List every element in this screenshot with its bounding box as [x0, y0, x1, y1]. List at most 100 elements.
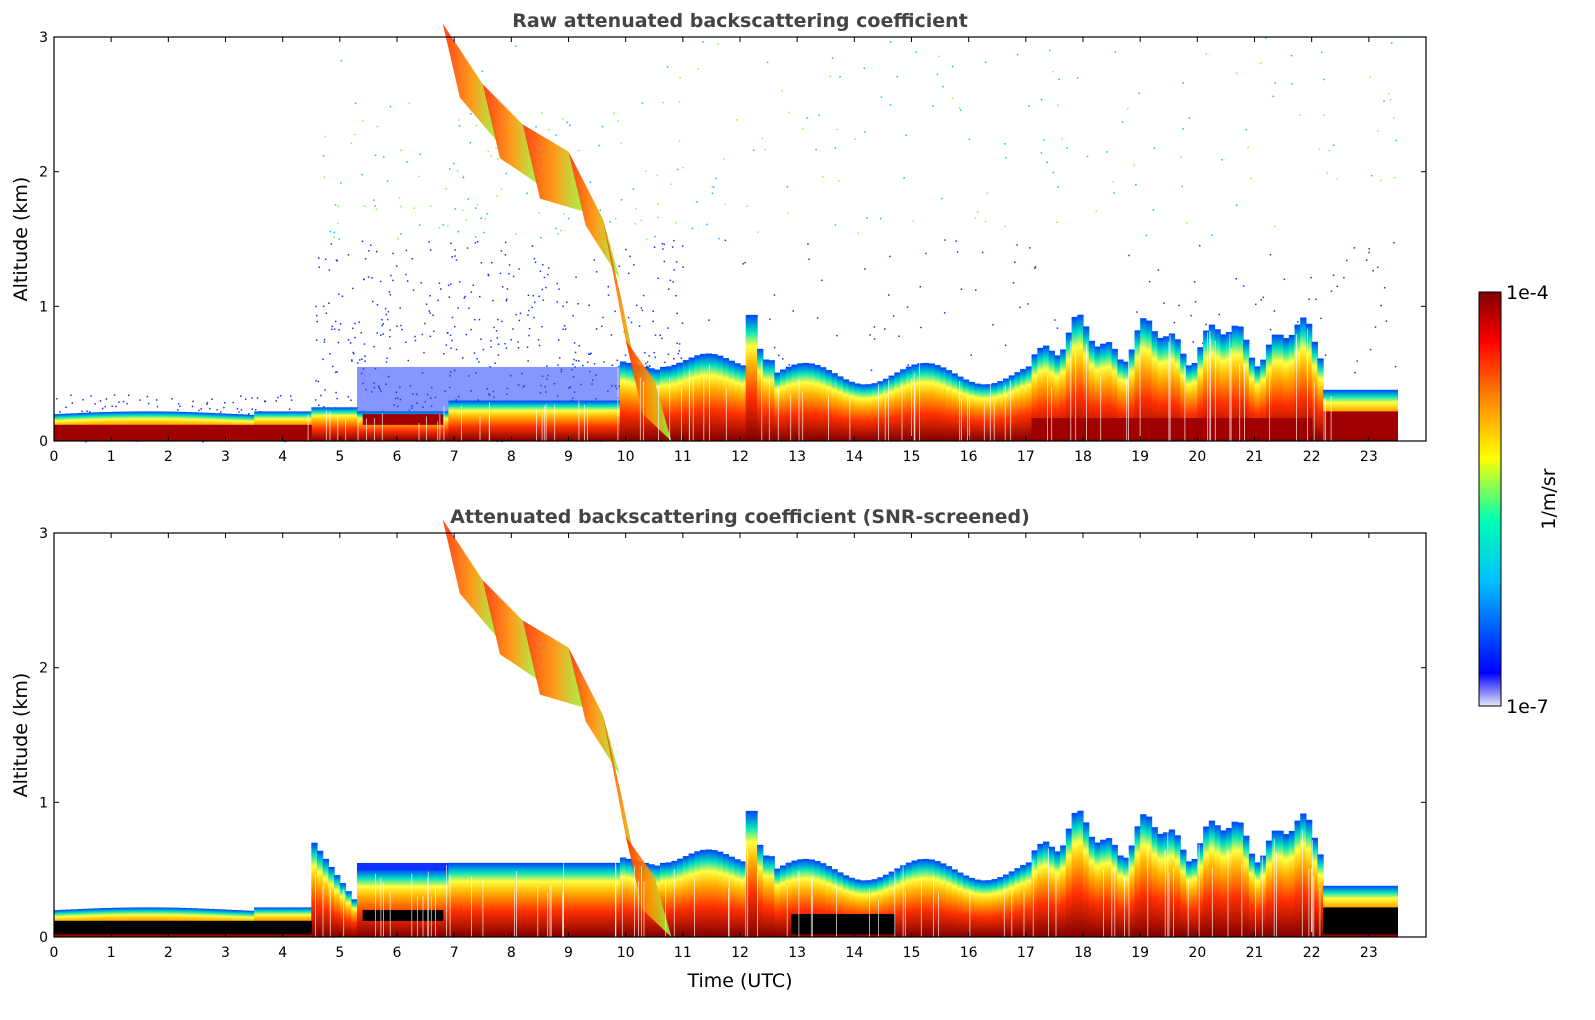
- bl-column: [1020, 369, 1027, 441]
- data-gaps: [307, 328, 1332, 441]
- core-column: [1145, 418, 1153, 439]
- core-column: [116, 920, 124, 935]
- bl-column: [917, 363, 924, 441]
- bl-column: [694, 851, 701, 937]
- bl-column: [1231, 325, 1238, 441]
- noise-point: [831, 57, 834, 59]
- noise-point: [1343, 276, 1345, 279]
- core-column: [1391, 411, 1398, 439]
- bl-column: [637, 861, 644, 937]
- x-tick-label: 20: [1188, 945, 1206, 961]
- noise-point: [375, 208, 378, 210]
- core-column: [82, 424, 89, 439]
- bl-column: [814, 365, 821, 441]
- core-column: [305, 424, 312, 439]
- bl-column: [985, 384, 993, 441]
- noise-point: [314, 399, 317, 401]
- bl-column: [888, 375, 895, 441]
- bl-column: [768, 856, 775, 937]
- noise-point: [644, 362, 647, 365]
- noise-point: [443, 352, 445, 355]
- core-column: [139, 920, 147, 935]
- noise-point: [943, 312, 946, 314]
- bl-column: [785, 366, 792, 441]
- noise-point: [469, 142, 472, 144]
- noise-point: [90, 395, 92, 397]
- bl-column: [751, 314, 758, 441]
- noise-point: [668, 288, 670, 290]
- cloud-band: [442, 519, 672, 937]
- noise-point: [126, 402, 128, 405]
- noise-point: [1368, 251, 1370, 254]
- core-column: [259, 424, 267, 439]
- noise-point: [387, 311, 390, 313]
- noise-point: [676, 363, 678, 365]
- noise-point: [1255, 303, 1257, 306]
- x-tick-label: 11: [674, 945, 692, 961]
- bl-column: [465, 862, 472, 937]
- core-column: [1208, 418, 1216, 439]
- noise-point: [277, 396, 279, 399]
- bl-column: [1283, 834, 1290, 937]
- bl-column: [551, 862, 558, 937]
- noise-point: [679, 76, 681, 79]
- core-column: [305, 920, 312, 935]
- noise-point: [547, 273, 549, 276]
- bl-column: [1128, 349, 1135, 441]
- noise-point: [191, 405, 194, 408]
- noise-point: [956, 251, 959, 253]
- noise-point: [331, 328, 333, 331]
- x-tick-label: 23: [1360, 449, 1378, 465]
- noise-point: [656, 174, 658, 177]
- bl-column: [860, 880, 867, 937]
- x-tick-label: 12: [731, 945, 749, 961]
- x-tick-label: 13: [788, 945, 806, 961]
- noise-point: [323, 406, 325, 408]
- bl-column: [528, 400, 535, 441]
- noise-point: [903, 177, 905, 179]
- noise-point: [1391, 42, 1393, 44]
- bl-column: [425, 869, 432, 937]
- noise-point: [528, 334, 530, 337]
- noise-point: [587, 361, 589, 364]
- noise-point: [663, 260, 666, 263]
- noise-point: [1346, 259, 1348, 262]
- bl-column: [619, 857, 627, 937]
- bl-column: [722, 854, 730, 937]
- bl-column: [614, 400, 621, 441]
- noise-point: [171, 398, 173, 400]
- noise-point: [753, 149, 755, 151]
- bl-column: [557, 862, 564, 937]
- noise-point: [1029, 247, 1031, 249]
- noise-point: [1198, 245, 1201, 247]
- bl-column: [1311, 837, 1318, 937]
- cloud-band: [442, 23, 672, 441]
- noise-point: [888, 294, 890, 296]
- noise-point: [610, 334, 613, 336]
- bl-column: [1037, 347, 1044, 441]
- noise-point: [669, 279, 672, 282]
- core-column: [59, 920, 66, 935]
- noise-point: [500, 188, 503, 191]
- noise-point: [602, 316, 604, 319]
- noise-point: [792, 310, 794, 312]
- core-column: [168, 920, 175, 935]
- noise-point: [374, 205, 376, 207]
- noise-point: [518, 268, 520, 270]
- noise-point: [275, 400, 277, 402]
- noise-point: [641, 309, 644, 312]
- noise-point: [646, 365, 648, 368]
- bl-column: [774, 868, 781, 937]
- noise-point: [746, 205, 748, 207]
- noise-point: [111, 405, 113, 407]
- noise-point: [331, 325, 333, 328]
- bl-column: [848, 381, 855, 441]
- noise-point: [1004, 143, 1006, 145]
- core-column: [236, 920, 244, 935]
- bl-column: [934, 861, 941, 937]
- core-column: [71, 424, 78, 439]
- bl-column: [574, 400, 581, 441]
- core-column: [1271, 418, 1278, 439]
- noise-point: [389, 105, 392, 108]
- bl-column: [1208, 324, 1216, 441]
